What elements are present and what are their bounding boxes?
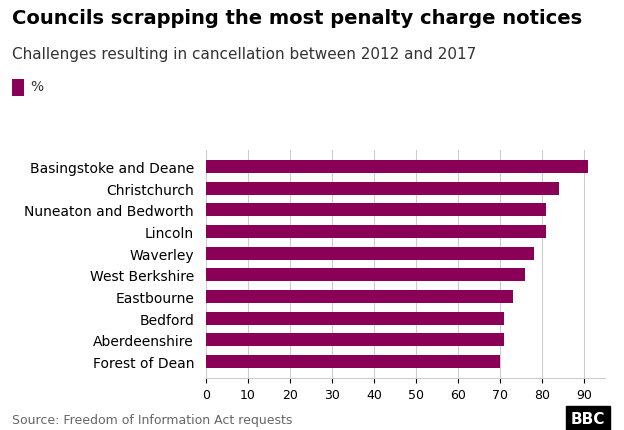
Bar [206,226,547,239]
Text: %: % [30,80,43,94]
Bar [206,269,525,282]
Text: BBC: BBC [571,411,605,426]
Bar [206,355,500,368]
Text: Councils scrapping the most penalty charge notices: Councils scrapping the most penalty char… [12,9,583,28]
Text: Challenges resulting in cancellation between 2012 and 2017: Challenges resulting in cancellation bet… [12,47,477,62]
Bar [206,247,534,260]
Bar [206,312,504,325]
Bar [206,334,504,347]
Bar [206,290,513,303]
Bar [206,204,547,217]
Bar [206,182,559,195]
Bar [206,161,588,174]
Text: Source: Freedom of Information Act requests: Source: Freedom of Information Act reque… [12,413,293,426]
